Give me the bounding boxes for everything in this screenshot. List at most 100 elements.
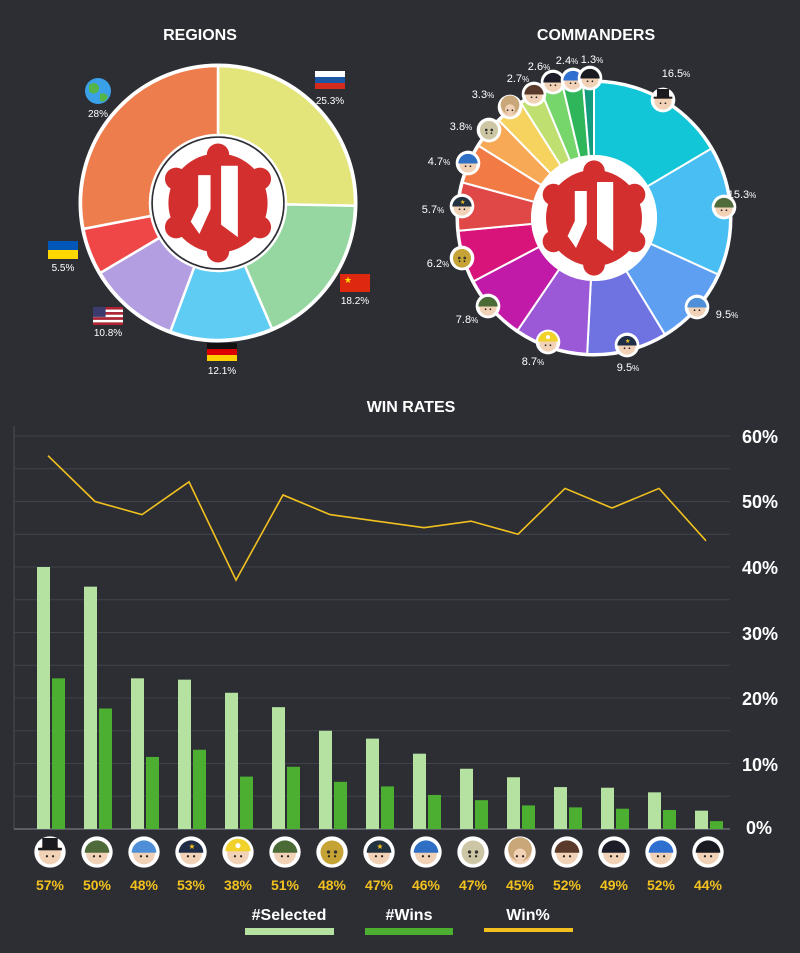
y-tick-label: 30% [742, 624, 778, 644]
usa-flag-icon [93, 307, 123, 325]
win-pct-label: 53% [177, 877, 206, 893]
svg-text:★: ★ [376, 842, 383, 851]
army-helmet-icon [711, 194, 737, 220]
y-tick-label: 10% [742, 755, 778, 775]
win-pct-label: 52% [553, 877, 582, 893]
commander-pct-label: 7.8% [456, 314, 478, 326]
ukraine-flag-icon [48, 241, 78, 259]
commander-pct-label: 5.7% [422, 204, 444, 216]
svg-text:★: ★ [344, 275, 352, 285]
win-rates-title: WIN RATES [367, 399, 456, 416]
bar-selected [601, 787, 614, 829]
win-pct-label: 38% [224, 877, 253, 893]
blue-hood-icon [645, 836, 677, 868]
army-helmet-icon [81, 836, 113, 868]
win-pct-label: 48% [318, 877, 347, 893]
bar-wins [334, 781, 347, 829]
region-pct-label: 5.5% [52, 263, 75, 274]
commander-pct-label: 15.3% [728, 189, 757, 201]
legend-label-win-pct: Win% [506, 907, 549, 924]
win-pct-label: 45% [506, 877, 535, 893]
region-pct-label: 28% [88, 109, 108, 120]
bandit-hat-icon [650, 87, 676, 113]
y-tick-label: 20% [742, 689, 778, 709]
legend-swatch-win-pct [484, 928, 573, 932]
commander-pct-label: 1.3% [581, 54, 603, 66]
globe-icon [85, 78, 111, 104]
green-helmet-icon [269, 836, 301, 868]
win-rate-polyline [47, 455, 707, 582]
y-tick-label: 0% [746, 818, 772, 838]
region-pct-label: 18.2% [341, 296, 369, 307]
bars [37, 567, 723, 829]
win-rate-line [47, 455, 707, 582]
bar-wins [663, 810, 676, 829]
bar-selected [84, 586, 97, 829]
dark-hair-icon [598, 836, 630, 868]
win-pct-label: 52% [647, 877, 676, 893]
furry-hair-icon [497, 94, 523, 120]
win-pct-label: 44% [694, 877, 723, 893]
commander-pct-label: 16.5% [662, 68, 691, 80]
win-pct-label: 48% [130, 877, 159, 893]
commander-pct-label: 4.7% [428, 156, 450, 168]
commander-pct-label: 3.3% [472, 89, 494, 101]
bar-wins [99, 708, 112, 829]
region-ring-outline [78, 63, 358, 343]
win-pct-label: 50% [83, 877, 112, 893]
bar-wins [710, 821, 723, 829]
bar-wins [193, 749, 206, 829]
bar-wins [475, 800, 488, 829]
bar-selected [460, 768, 473, 829]
dark-hair-icon [540, 69, 566, 95]
bar-selected [507, 777, 520, 829]
bar-wins [240, 776, 253, 829]
bar-selected [37, 567, 50, 829]
svg-text:★: ★ [460, 199, 466, 206]
bar-wins [146, 756, 159, 829]
skull-mask-icon [476, 117, 502, 143]
star-cap-dark-icon: ★ [363, 836, 395, 868]
svg-text:★: ★ [625, 338, 631, 345]
game-logo-icon [164, 143, 272, 263]
china-flag-icon: ★ [340, 274, 370, 292]
blue-beret-icon [128, 836, 160, 868]
bar-selected [319, 730, 332, 829]
win-pct-label: 49% [600, 877, 629, 893]
win-pct-label: 57% [36, 877, 65, 893]
legend-label-wins: #Wins [386, 907, 433, 924]
win-labels: 57% 50% 48% 53% 38% 51% 48% 47% 46% 47% 45% 52% 49% 5… [36, 877, 723, 893]
region-pct-label: 10.8% [94, 328, 122, 339]
miner-helmet-icon [535, 329, 561, 355]
legend-swatch-wins [365, 928, 453, 935]
brown-hood-icon [521, 81, 547, 107]
legend: #Selected #Wins Win% [245, 907, 573, 935]
dark-hood-icon [577, 65, 603, 91]
commander-pct-label: 2.7% [507, 73, 529, 85]
commanders-donut: 16.5% 15.3% 9.5% ★ 9.5% 8.7% 7.8% 6.2% ★ 5.7% 4.7%… [422, 54, 756, 374]
regions-donut: 25.3% ★ 18.2% 12.1% 10.8% 5.5% 28% [48, 63, 370, 377]
star-cap-icon: ★ [175, 836, 207, 868]
commander-icons: ★ ★ [34, 836, 724, 868]
star-cap-icon: ★ [614, 332, 640, 358]
y-axis: 60% 50% 40% 30% 20% 10% 0% [742, 427, 778, 838]
bar-selected [648, 792, 661, 829]
svg-text:★: ★ [188, 842, 195, 851]
bar-wins [287, 766, 300, 829]
bar-selected [178, 679, 191, 829]
commander-pct-label: 3.8% [450, 121, 472, 133]
game-logo-icon [542, 160, 646, 276]
regions-title: REGIONS [163, 27, 237, 44]
bar-selected [413, 753, 426, 829]
blue-helmet-icon [455, 150, 481, 176]
region-pct-label: 12.1% [208, 366, 236, 377]
bar-selected [131, 678, 144, 829]
bar-selected [225, 692, 238, 829]
furry-hair-icon [504, 836, 536, 868]
commander-pct-label: 6.2% [427, 258, 449, 270]
bandit-hat-icon [34, 836, 66, 868]
blue-beret-icon [684, 294, 710, 320]
commander-pct-label: 8.7% [522, 356, 544, 368]
